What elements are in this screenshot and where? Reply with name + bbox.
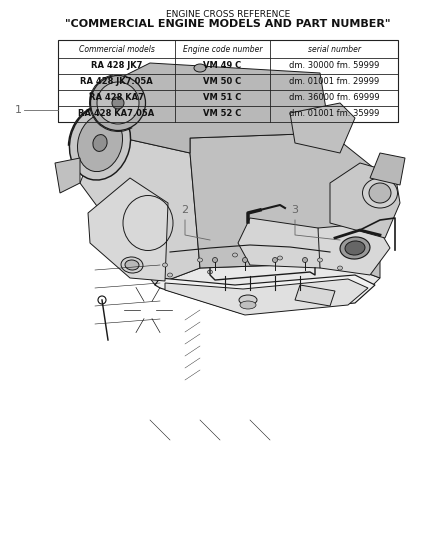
- Ellipse shape: [338, 266, 343, 270]
- Polygon shape: [88, 178, 168, 281]
- Ellipse shape: [97, 82, 139, 124]
- Ellipse shape: [70, 106, 131, 180]
- Polygon shape: [295, 285, 335, 306]
- Ellipse shape: [340, 237, 370, 259]
- Text: VM 50 C: VM 50 C: [203, 77, 242, 86]
- Ellipse shape: [318, 258, 322, 262]
- Polygon shape: [330, 163, 400, 238]
- Ellipse shape: [303, 257, 307, 262]
- Ellipse shape: [208, 270, 212, 274]
- Ellipse shape: [278, 256, 283, 260]
- Ellipse shape: [272, 257, 278, 262]
- Text: dm. 01001 fm. 29999: dm. 01001 fm. 29999: [289, 77, 379, 86]
- Polygon shape: [290, 103, 355, 153]
- Text: Engine code number: Engine code number: [183, 44, 262, 53]
- Ellipse shape: [345, 241, 365, 255]
- Polygon shape: [370, 153, 405, 185]
- Text: dm. 30000 fm. 59999: dm. 30000 fm. 59999: [289, 61, 379, 70]
- Polygon shape: [238, 218, 320, 268]
- Polygon shape: [315, 223, 390, 275]
- Text: 2: 2: [181, 205, 189, 215]
- Ellipse shape: [167, 273, 173, 277]
- Ellipse shape: [121, 257, 143, 273]
- Ellipse shape: [233, 253, 237, 257]
- Text: serial number: serial number: [307, 44, 360, 53]
- Text: RA 428 KA7.05A: RA 428 KA7.05A: [78, 109, 155, 118]
- Ellipse shape: [78, 115, 123, 172]
- Text: Commercial models: Commercial models: [78, 44, 155, 53]
- Ellipse shape: [240, 301, 256, 309]
- Bar: [58, 40, 398, 122]
- Polygon shape: [80, 133, 200, 285]
- Ellipse shape: [212, 257, 218, 262]
- Ellipse shape: [239, 295, 257, 305]
- Ellipse shape: [198, 258, 202, 262]
- Polygon shape: [165, 279, 368, 315]
- Text: VM 52 C: VM 52 C: [203, 109, 242, 118]
- Ellipse shape: [112, 97, 124, 109]
- Text: dm. 01001 fm. 35999: dm. 01001 fm. 35999: [289, 109, 379, 118]
- Text: 1: 1: [14, 105, 21, 115]
- Ellipse shape: [162, 263, 167, 267]
- Polygon shape: [90, 63, 330, 153]
- Text: dm. 36000 fm. 69999: dm. 36000 fm. 69999: [289, 93, 379, 102]
- Polygon shape: [55, 158, 80, 193]
- Ellipse shape: [369, 183, 391, 203]
- Ellipse shape: [243, 257, 247, 262]
- Ellipse shape: [194, 64, 206, 72]
- Text: ENGINE CROSS REFERENCE: ENGINE CROSS REFERENCE: [166, 10, 290, 19]
- Polygon shape: [190, 133, 380, 278]
- Ellipse shape: [91, 76, 145, 131]
- Text: RA 428 JK7.05A: RA 428 JK7.05A: [80, 77, 153, 86]
- Text: 3: 3: [292, 205, 299, 215]
- Text: "COMMERCIAL ENGINE MODELS AND PART NUMBER": "COMMERCIAL ENGINE MODELS AND PART NUMBE…: [65, 19, 391, 29]
- Text: VM 51 C: VM 51 C: [203, 93, 242, 102]
- Ellipse shape: [363, 178, 398, 208]
- Polygon shape: [155, 263, 380, 308]
- Text: VM 49 C: VM 49 C: [203, 61, 242, 70]
- Text: RA 428 KA7: RA 428 KA7: [89, 93, 144, 102]
- Text: RA 428 JK7: RA 428 JK7: [91, 61, 142, 70]
- Polygon shape: [155, 275, 375, 313]
- Ellipse shape: [125, 260, 139, 270]
- Ellipse shape: [93, 135, 107, 151]
